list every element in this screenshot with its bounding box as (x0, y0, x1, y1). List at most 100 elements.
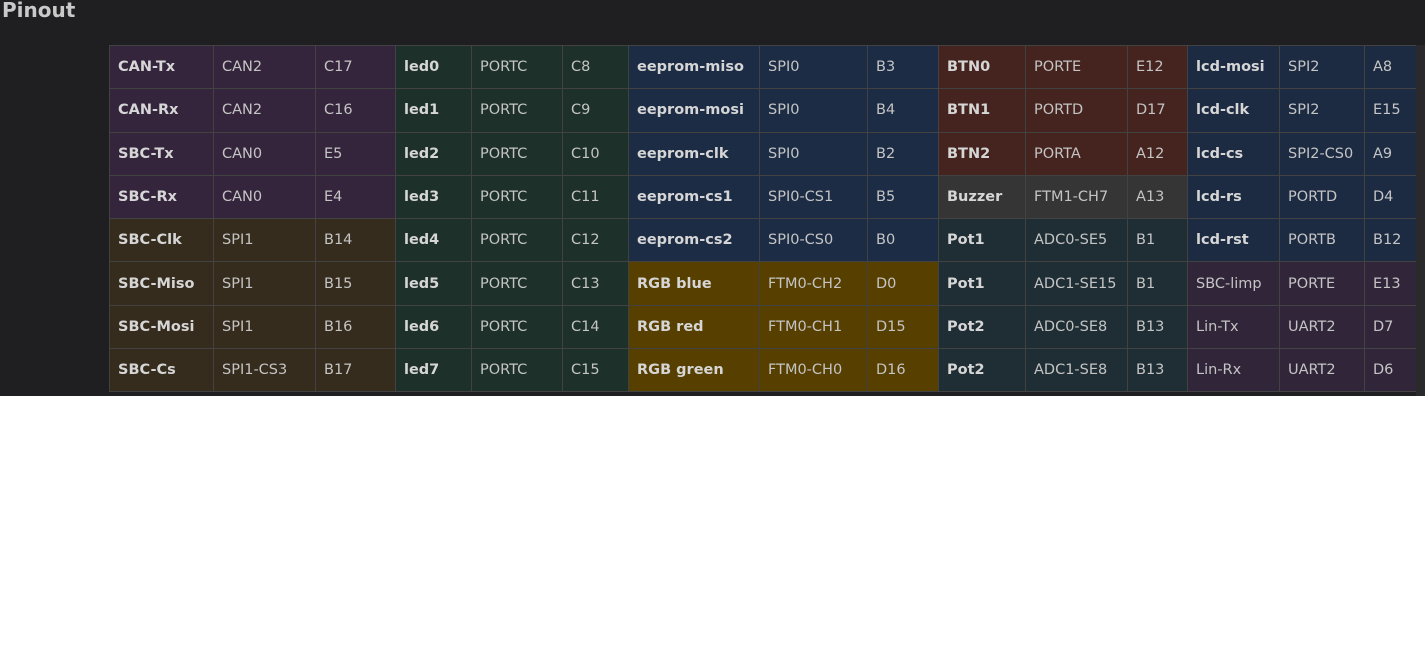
pin-port-cell: ADC1-SE15 (1025, 261, 1128, 306)
table-row: SBC-Clk SPI1 B14 led4 PORTC C12 eeprom-cs2 SPI0… (109, 218, 1419, 263)
table-row: SBC-Cs SPI1-CS3 B17 led7 PORTC C15 RGB green FT… (109, 348, 1419, 393)
pin-name-cell: lcd-rst (1187, 218, 1280, 263)
pin-name-cell: SBC-Clk (109, 218, 214, 263)
pin-name-cell: SBC-Cs (109, 348, 214, 393)
pin-pin-cell: C10 (562, 131, 629, 176)
pin-port-cell: SPI0 (759, 88, 868, 133)
pin-pin-cell: D17 (1127, 88, 1188, 133)
pin-pin-cell: C14 (562, 304, 629, 350)
pinout-panel: Pinout CAN-Tx CAN2 C17 led0 PORTC C8 eeprom-mi… (0, 0, 1425, 396)
pin-port-cell: PORTC (471, 44, 563, 90)
pin-port-cell: FTM1-CH7 (1025, 174, 1128, 220)
pin-name-cell: SBC-Miso (109, 261, 214, 306)
pin-name-cell: BTN2 (938, 131, 1026, 176)
pinout-table-body: CAN-Tx CAN2 C17 led0 PORTC C8 eeprom-miso SPI0 B… (109, 44, 1419, 393)
pin-port-cell: SPI1 (213, 304, 316, 350)
pin-pin-cell: E4 (315, 174, 396, 220)
pin-name-cell: SBC-limp (1187, 261, 1280, 306)
pin-port-cell: PORTE (1025, 44, 1128, 90)
table-row: SBC-Mosi SPI1 B16 led6 PORTC C14 RGB red FTM0-C… (109, 304, 1419, 350)
pin-pin-cell: C17 (315, 44, 396, 90)
pin-pin-cell: B3 (867, 44, 939, 90)
pin-name-cell: RGB red (628, 304, 760, 350)
pin-port-cell: SPI0 (759, 44, 868, 90)
pin-port-cell: PORTD (1025, 88, 1128, 133)
pin-name-cell: Pot2 (938, 348, 1026, 393)
pin-name-cell: led2 (395, 131, 472, 176)
pin-name-cell: BTN1 (938, 88, 1026, 133)
pin-port-cell: SPI2-CS0 (1279, 131, 1365, 176)
pin-pin-cell: D16 (867, 348, 939, 393)
pin-pin-cell: D6 (1364, 348, 1419, 393)
pin-port-cell: FTM0-CH0 (759, 348, 868, 393)
pin-pin-cell: C15 (562, 348, 629, 393)
pin-pin-cell: C16 (315, 88, 396, 133)
pin-port-cell: FTM0-CH1 (759, 304, 868, 350)
pin-port-cell: FTM0-CH2 (759, 261, 868, 306)
pin-name-cell: SBC-Tx (109, 131, 214, 176)
pin-port-cell: PORTD (1279, 174, 1365, 220)
pin-port-cell: PORTC (471, 218, 563, 263)
pin-port-cell: ADC0-SE8 (1025, 304, 1128, 350)
pin-name-cell: eeprom-mosi (628, 88, 760, 133)
pin-name-cell: lcd-mosi (1187, 44, 1280, 90)
pin-name-cell: Pot2 (938, 304, 1026, 350)
pin-pin-cell: E13 (1364, 261, 1419, 306)
pin-port-cell: SPI0 (759, 131, 868, 176)
pin-name-cell: led3 (395, 174, 472, 220)
pin-name-cell: Buzzer (938, 174, 1026, 220)
pin-name-cell: Pot1 (938, 261, 1026, 306)
pin-pin-cell: B13 (1127, 348, 1188, 393)
pin-port-cell: PORTE (1279, 261, 1365, 306)
pin-port-cell: PORTC (471, 88, 563, 133)
pin-name-cell: SBC-Rx (109, 174, 214, 220)
pin-pin-cell: B12 (1364, 218, 1419, 263)
pin-name-cell: Lin-Tx (1187, 304, 1280, 350)
pin-pin-cell: B2 (867, 131, 939, 176)
pin-name-cell: led5 (395, 261, 472, 306)
pin-name-cell: lcd-clk (1187, 88, 1280, 133)
pin-port-cell: PORTC (471, 131, 563, 176)
pin-name-cell: lcd-rs (1187, 174, 1280, 220)
pin-name-cell: RGB blue (628, 261, 760, 306)
table-row: SBC-Tx CAN0 E5 led2 PORTC C10 eeprom-clk SPI0 B2… (109, 131, 1419, 176)
pin-pin-cell: E15 (1364, 88, 1419, 133)
pin-name-cell: SBC-Mosi (109, 304, 214, 350)
pin-port-cell: PORTC (471, 348, 563, 393)
pin-port-cell: UART2 (1279, 348, 1365, 393)
pin-pin-cell: B1 (1127, 218, 1188, 263)
pin-pin-cell: C9 (562, 88, 629, 133)
pin-name-cell: CAN-Tx (109, 44, 214, 90)
pin-pin-cell: B17 (315, 348, 396, 393)
pin-port-cell: CAN0 (213, 131, 316, 176)
pin-name-cell: led7 (395, 348, 472, 393)
pinout-table: CAN-Tx CAN2 C17 led0 PORTC C8 eeprom-miso SPI0 B… (109, 44, 1419, 393)
pin-name-cell: RGB green (628, 348, 760, 393)
pin-port-cell: CAN0 (213, 174, 316, 220)
pin-pin-cell: D0 (867, 261, 939, 306)
pin-name-cell: led4 (395, 218, 472, 263)
table-row: SBC-Rx CAN0 E4 led3 PORTC C11 eeprom-cs1 SPI0-C… (109, 174, 1419, 220)
pin-pin-cell: E5 (315, 131, 396, 176)
pin-pin-cell: A8 (1364, 44, 1419, 90)
page-title: Pinout (2, 0, 76, 22)
pin-port-cell: PORTA (1025, 131, 1128, 176)
pin-pin-cell: A13 (1127, 174, 1188, 220)
pin-pin-cell: E12 (1127, 44, 1188, 90)
pin-port-cell: SPI0-CS1 (759, 174, 868, 220)
pin-port-cell: SPI0-CS0 (759, 218, 868, 263)
pin-port-cell: SPI1 (213, 218, 316, 263)
pin-pin-cell: C13 (562, 261, 629, 306)
pin-pin-cell: B4 (867, 88, 939, 133)
pin-pin-cell: B15 (315, 261, 396, 306)
pin-name-cell: led6 (395, 304, 472, 350)
pin-pin-cell: D7 (1364, 304, 1419, 350)
pin-port-cell: PORTB (1279, 218, 1365, 263)
pin-port-cell: SPI1-CS3 (213, 348, 316, 393)
pin-port-cell: SPI1 (213, 261, 316, 306)
pin-pin-cell: D15 (867, 304, 939, 350)
pin-name-cell: eeprom-cs2 (628, 218, 760, 263)
pin-pin-cell: B1 (1127, 261, 1188, 306)
pin-port-cell: PORTC (471, 304, 563, 350)
pin-pin-cell: B16 (315, 304, 396, 350)
